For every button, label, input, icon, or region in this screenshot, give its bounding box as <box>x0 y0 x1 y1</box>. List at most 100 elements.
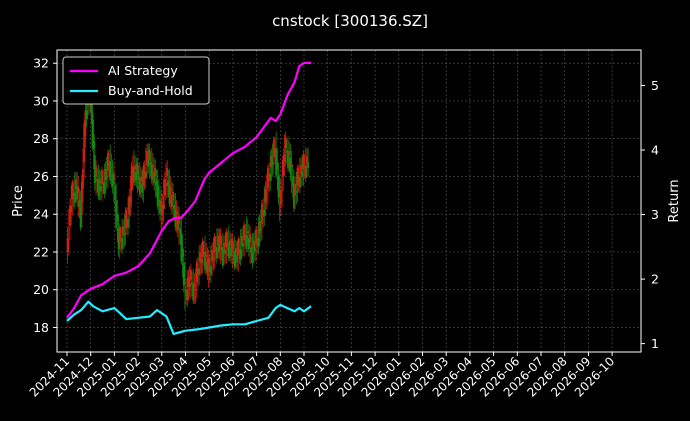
price-candle-body <box>166 167 169 177</box>
price-candle-body <box>155 181 158 186</box>
price-candle-body <box>224 249 227 254</box>
price-candle-body <box>237 239 240 256</box>
price-candle-body <box>200 259 203 264</box>
price-candle-body <box>184 278 186 281</box>
price-candle-body <box>70 205 73 213</box>
price-candle-body <box>265 194 268 196</box>
price-candle-body <box>105 175 108 178</box>
price-candle-body <box>306 156 308 165</box>
price-candle-body <box>255 229 257 245</box>
price-candle-body <box>208 266 211 271</box>
price-candle-body <box>157 192 160 194</box>
y-axis-left-label: Price <box>11 185 26 217</box>
price-candle-body <box>201 241 204 257</box>
price-candle-body <box>160 201 163 208</box>
price-candle-body <box>103 181 106 194</box>
price-candle-body <box>84 110 87 137</box>
price-candle-body <box>205 254 208 257</box>
price-candle-body <box>290 163 293 168</box>
y-right-tick-label: 5 <box>651 78 659 93</box>
price-candle-body <box>76 185 78 200</box>
price-candle-body <box>266 167 269 189</box>
price-candle-body <box>252 240 255 250</box>
price-candle-body <box>118 226 121 243</box>
price-candle-body <box>136 163 139 175</box>
price-candle-body <box>95 165 97 177</box>
price-candle-body <box>277 176 280 198</box>
price-candle-body <box>218 242 221 252</box>
price-candle-body <box>143 171 146 179</box>
price-candle-body <box>272 139 275 158</box>
price-candle-body <box>115 200 118 228</box>
y-right-tick-label: 4 <box>651 143 659 158</box>
price-candle-body <box>91 112 94 148</box>
price-candle-body <box>291 176 294 186</box>
price-candle-body <box>78 200 81 208</box>
price-candle-body <box>288 150 291 156</box>
price-candle-body <box>121 237 124 249</box>
price-candle-body <box>98 179 101 184</box>
price-candle-body <box>92 133 95 149</box>
price-candle-body <box>163 179 166 196</box>
price-candle-body <box>150 164 153 181</box>
price-candle-body <box>236 254 238 263</box>
price-candle-body <box>283 154 286 163</box>
price-candle-body <box>165 183 167 186</box>
price-candle-body <box>114 185 116 201</box>
price-candle-body <box>185 290 187 294</box>
price-candle-body <box>117 228 120 250</box>
price-candle-body <box>276 162 279 170</box>
y-left-tick-label: 32 <box>33 56 49 71</box>
price-candle-body <box>153 171 155 184</box>
price-candle-body <box>204 251 206 270</box>
price-candle-body <box>77 186 80 193</box>
price-candle-body <box>221 249 224 266</box>
price-candle-body <box>259 228 262 231</box>
price-candle-body <box>72 192 75 196</box>
y-left-tick-label: 26 <box>33 169 49 184</box>
x-axis-ticks: 2024-112024-122025-012025-022025-032025-… <box>27 352 617 400</box>
price-candle-body <box>111 173 114 187</box>
price-candle-body <box>191 282 193 285</box>
price-candle-body <box>211 250 214 262</box>
price-candle-body <box>135 171 138 181</box>
price-candle-body <box>186 290 189 301</box>
price-candle-body <box>238 249 241 253</box>
y-right-tick-label: 2 <box>651 272 659 287</box>
price-candle-body <box>285 150 288 153</box>
price-candle-body <box>262 209 265 217</box>
price-candle-body <box>270 155 273 168</box>
chart-title: cnstock [300136.SZ] <box>272 12 428 30</box>
price-candle-body <box>131 167 134 179</box>
price-candle-body <box>300 165 302 175</box>
price-candle-body <box>303 165 306 168</box>
price-candle-body <box>232 251 235 253</box>
price-candle-body <box>101 169 103 185</box>
price-candle-body <box>304 165 307 178</box>
price-candle-body <box>178 215 180 224</box>
price-candle-body <box>124 210 127 229</box>
price-candle-body <box>297 176 300 182</box>
price-candle-body <box>245 235 248 247</box>
price-candle-body <box>284 137 287 149</box>
price-candle-body <box>73 192 76 203</box>
y-left-tick-label: 28 <box>33 131 49 146</box>
price-candle-body <box>253 247 256 252</box>
price-candle-body <box>93 155 96 184</box>
price-candle-body <box>206 261 209 273</box>
price-candle-body <box>233 252 236 268</box>
y-axis-right-ticks: 1 2 3 4 5 <box>641 78 659 351</box>
price-candle-body <box>79 207 82 228</box>
series-lines <box>66 61 312 335</box>
price-candle-body <box>189 269 192 281</box>
price-candle-body <box>250 247 253 252</box>
price-candle-body <box>225 231 228 248</box>
legend: AI Strategy Buy-and-Hold <box>62 56 210 105</box>
price-candle-body <box>187 276 190 287</box>
price-candle-body <box>134 165 137 170</box>
price-candle-body <box>213 236 216 252</box>
price-candle-body <box>207 257 210 267</box>
price-candle-body <box>287 152 289 169</box>
price-candle-body <box>274 148 276 153</box>
